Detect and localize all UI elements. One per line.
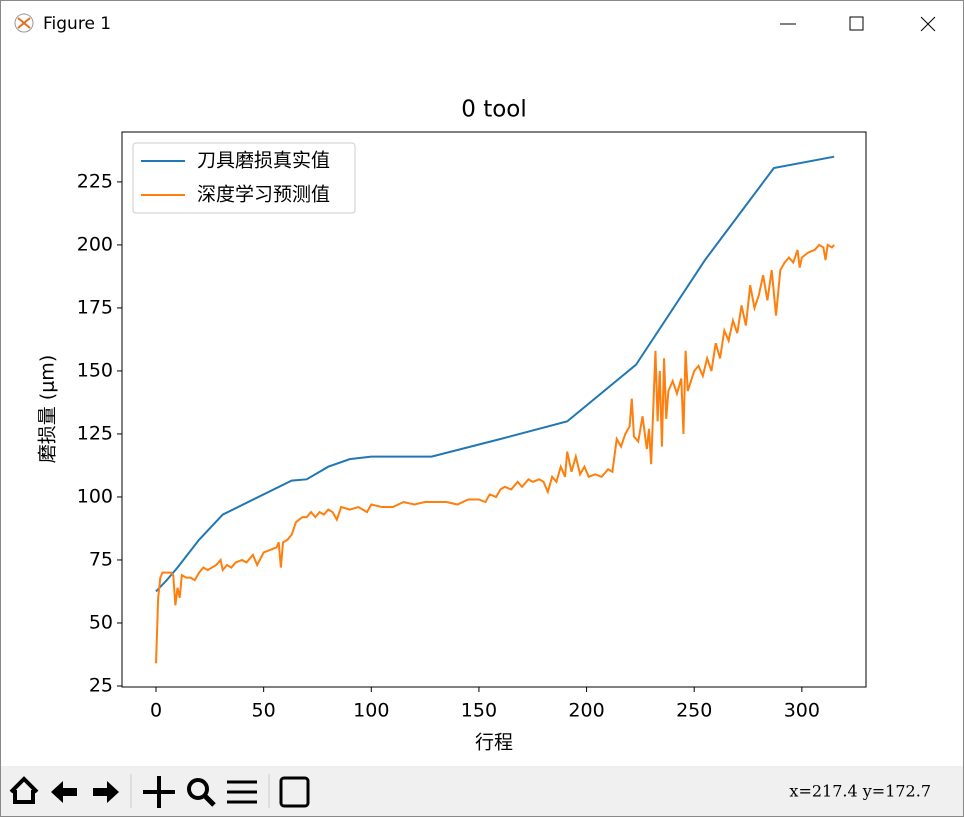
- title-bar: Figure 1: [1, 1, 963, 46]
- home-button[interactable]: [9, 776, 39, 804]
- window-title: Figure 1: [43, 14, 111, 34]
- y-tick-label: 150: [77, 359, 113, 381]
- x-tick-label: 100: [353, 700, 389, 722]
- toolbar-graphics: x=217.4 y=172.7: [9, 774, 931, 808]
- x-tick-label: 0: [150, 700, 162, 722]
- pan-button[interactable]: [143, 776, 175, 808]
- y-tick-label: 200: [77, 233, 113, 255]
- x-tick-label: 200: [568, 700, 604, 722]
- y-tick-label: 75: [89, 548, 113, 570]
- legend-label: 刀具磨损真实值: [197, 150, 330, 172]
- x-tick-label: 150: [461, 700, 497, 722]
- back-button[interactable]: [51, 781, 77, 803]
- y-tick-label: 225: [77, 170, 113, 192]
- app-icon-mark: [17, 17, 31, 29]
- x-tick-label: 250: [676, 700, 712, 722]
- legend-box: [132, 142, 356, 214]
- y-axis-label: 磨损量 (μm): [37, 355, 59, 463]
- plot-frame: [121, 131, 867, 688]
- y-tick-label: 100: [77, 485, 113, 507]
- chart: 0 tool 行程 磨损量 (μm) 0 50 100 150 200 250 300 25 5…: [37, 97, 867, 754]
- y-tick-label: 175: [77, 296, 113, 318]
- legend-label: 深度学习预测值: [197, 184, 330, 206]
- configure-button[interactable]: [227, 780, 257, 804]
- zoom-handle: [203, 794, 216, 807]
- x-axis-label: 行程: [475, 732, 513, 754]
- chart-title: 0 tool: [461, 97, 527, 123]
- x-tick-label: 300: [784, 700, 820, 722]
- cursor-coordinates: x=217.4 y=172.7: [789, 782, 931, 801]
- toolbar: x=217.4 y=172.7: [1, 766, 963, 816]
- x-tick-label: 50: [252, 700, 276, 722]
- save-button[interactable]: [279, 776, 310, 808]
- series-line: [155, 155, 835, 593]
- y-tick-label: 25: [89, 674, 113, 696]
- y-tick-label: 125: [77, 422, 113, 444]
- forward-button[interactable]: [93, 781, 119, 803]
- zoom-button[interactable]: [187, 778, 209, 800]
- close-button[interactable]: [920, 16, 936, 32]
- y-tick-label: 50: [89, 611, 113, 633]
- maximize-button[interactable]: [849, 16, 864, 31]
- title-bar-graphics: Figure 1: [14, 13, 936, 34]
- series-line: [155, 243, 835, 664]
